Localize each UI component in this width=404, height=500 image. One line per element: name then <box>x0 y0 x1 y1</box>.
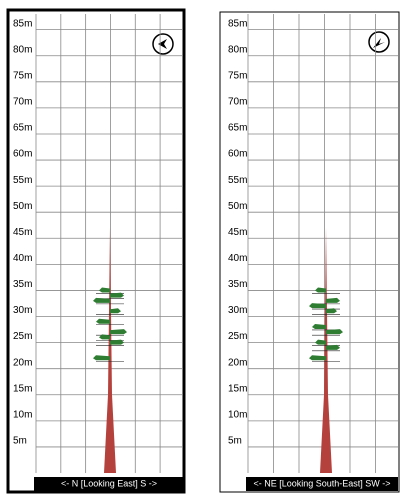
trunk <box>320 227 332 473</box>
y-tick-label: 30m <box>13 305 32 316</box>
branch <box>326 297 340 303</box>
branch <box>326 344 340 350</box>
y-tick-label: 30m <box>228 305 247 316</box>
y-tick-label: 85m <box>13 18 32 29</box>
y-tick-label: 10m <box>13 409 32 420</box>
y-tick-label: 5m <box>13 436 27 447</box>
branch <box>315 287 326 293</box>
y-tick-label: 25m <box>13 331 32 342</box>
branch <box>110 308 121 314</box>
branch <box>315 339 326 345</box>
branch <box>312 323 326 329</box>
y-tick-label: 15m <box>228 383 247 394</box>
branch <box>326 329 343 335</box>
branch <box>96 318 110 324</box>
branch <box>99 287 110 293</box>
y-tick-label: 20m <box>228 357 247 368</box>
y-tick-label: 50m <box>228 201 247 212</box>
panel-frame <box>6 8 186 494</box>
y-tick-label: 70m <box>13 97 32 108</box>
y-tick-label: 85m <box>228 18 247 29</box>
branch <box>309 355 326 361</box>
branch <box>93 355 110 361</box>
branch <box>110 292 124 298</box>
panel-frame <box>219 11 400 493</box>
compass <box>152 33 174 55</box>
y-tick-label: 60m <box>228 149 247 160</box>
y-tick-label: 65m <box>13 123 32 134</box>
y-tick-label: 70m <box>228 97 247 108</box>
branch <box>110 339 124 345</box>
footer-bar <box>34 477 184 491</box>
footer-label: <- NE [Looking South-East] SW -> <box>253 478 390 488</box>
y-tick-label: 35m <box>13 279 32 290</box>
footer-label: <- N [Looking East] S -> <box>61 478 157 488</box>
branch <box>326 308 337 314</box>
y-tick-label: 55m <box>228 175 247 186</box>
y-tick-label: 40m <box>228 253 247 264</box>
y-tick-label: 20m <box>13 357 32 368</box>
y-tick-label: 50m <box>13 201 32 212</box>
y-tick-label: 80m <box>228 44 247 55</box>
y-tick-label: 40m <box>13 253 32 264</box>
y-tick-label: 65m <box>228 123 247 134</box>
y-tick-label: 15m <box>13 383 32 394</box>
branch <box>110 329 127 335</box>
y-tick-label: 5m <box>228 436 242 447</box>
y-tick-label: 45m <box>228 227 247 238</box>
branch <box>93 297 110 303</box>
y-tick-label: 10m <box>228 409 247 420</box>
y-tick-label: 35m <box>228 279 247 290</box>
footer-bar <box>246 477 398 491</box>
y-tick-label: 60m <box>13 149 32 160</box>
branch <box>99 334 110 340</box>
y-tick-label: 45m <box>13 227 32 238</box>
trunk <box>104 227 116 473</box>
y-tick-label: 25m <box>228 331 247 342</box>
y-tick-label: 55m <box>13 175 32 186</box>
branch <box>309 303 326 309</box>
compass <box>368 31 390 53</box>
y-tick-label: 75m <box>13 70 32 81</box>
y-tick-label: 80m <box>13 44 32 55</box>
y-tick-label: 75m <box>228 70 247 81</box>
